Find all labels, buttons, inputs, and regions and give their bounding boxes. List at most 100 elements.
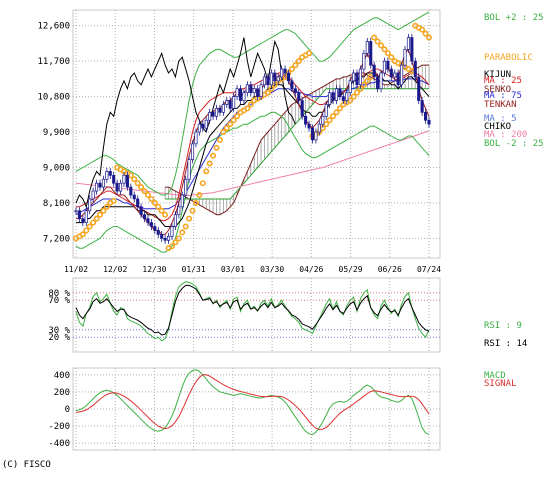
rsi-panel: 80 %70 % 30 %20 % RSI : 9 RSI : 14 <box>48 277 527 353</box>
candle-body <box>232 96 236 109</box>
candle-body <box>259 84 263 97</box>
date-tick-label: 04/26 <box>299 265 323 274</box>
candle-body <box>256 88 260 97</box>
parabolic-dot <box>203 168 210 175</box>
parabolic-dot <box>172 239 179 246</box>
legend-label: BOL -2 : 25 <box>484 139 544 149</box>
candle-body <box>297 92 301 101</box>
parabolic-dot <box>288 66 295 73</box>
candle-body <box>81 218 85 223</box>
candle-body <box>194 131 198 145</box>
candle-body <box>310 127 315 141</box>
candle-body <box>365 41 369 54</box>
candle-body <box>88 198 92 212</box>
parabolic-dot <box>371 34 378 41</box>
candle-body <box>413 60 417 78</box>
candle-body <box>403 49 407 66</box>
parabolic-dot <box>323 121 330 128</box>
candle-body <box>396 72 400 86</box>
parabolic-dot <box>354 89 361 96</box>
parabolic-dot <box>230 117 237 124</box>
legend-label: MA : 75 <box>484 91 522 101</box>
candle-body <box>149 222 153 227</box>
candle-body <box>321 115 325 125</box>
candle-body <box>242 92 246 101</box>
parabolic-dot <box>220 129 227 136</box>
date-tick-label: 05/29 <box>339 265 363 274</box>
price-tick-label: 11,700 <box>37 57 70 67</box>
candle-body <box>125 174 129 188</box>
parabolic-dot <box>227 121 234 128</box>
bol-upper-line <box>75 11 430 196</box>
candle-body <box>262 76 267 86</box>
parabolic-dot <box>210 152 217 159</box>
candle-body <box>406 37 410 50</box>
candle-body <box>417 76 421 101</box>
legend-label: KIJUN <box>484 70 511 80</box>
parabolic-dot <box>216 136 223 143</box>
parabolic-dot <box>83 227 90 234</box>
candle-body <box>238 88 243 101</box>
parabolic-dot <box>247 101 254 108</box>
parabolic-dot <box>175 235 182 242</box>
candle-body <box>358 68 363 86</box>
rsi-tick-label: 70 % <box>48 296 70 306</box>
price-tick-label: 10,800 <box>37 93 70 103</box>
parabolic-dot <box>192 199 199 206</box>
parabolic-dot <box>141 188 148 195</box>
parabolic-dot <box>100 207 107 214</box>
candle-body <box>153 226 157 231</box>
date-tick-label: 12/30 <box>142 265 166 274</box>
legend-label: BOL +2 : 25 <box>484 13 544 23</box>
parabolic-dot <box>196 192 203 199</box>
candle-body <box>112 174 116 184</box>
candle-body <box>173 214 177 227</box>
price-frame <box>72 9 441 259</box>
parabolic-dot <box>292 62 299 69</box>
candle-body <box>266 76 270 86</box>
parabolic-dot <box>144 192 151 199</box>
legend-label: CHIKO <box>484 122 511 132</box>
candle-body <box>376 76 380 90</box>
candle-body <box>386 60 390 70</box>
candle-body <box>84 210 88 223</box>
parabolic-dot <box>179 229 186 236</box>
candle-body <box>77 210 81 219</box>
candle-body <box>283 68 287 74</box>
date-tick-label: 03/01 <box>221 265 245 274</box>
parabolic-dot <box>155 203 162 210</box>
macd-tick-label: 0 <box>65 405 70 415</box>
rsi-tick-label: 80 % <box>48 289 70 299</box>
parabolic-dot <box>138 184 145 191</box>
parabolic-dot <box>295 58 302 65</box>
parabolic-dot <box>381 46 388 53</box>
rsi14-line <box>75 284 430 336</box>
price-tick-label: 9,900 <box>43 128 70 138</box>
date-tick-label: 12/02 <box>103 265 127 274</box>
parabolic-dot <box>110 197 117 204</box>
parabolic-dot <box>264 89 271 96</box>
parabolic-dot <box>336 105 343 112</box>
parabolic-dot <box>244 105 251 112</box>
candle-body <box>352 72 356 82</box>
candle-body <box>142 214 147 219</box>
macd-tick-label: 400 <box>54 371 70 381</box>
macd-tick-label: 200 <box>54 388 70 398</box>
candle-body <box>355 72 359 86</box>
parabolic-dot <box>374 38 381 45</box>
candle-body <box>74 210 78 213</box>
parabolic-dot <box>96 211 103 218</box>
parabolic-dot <box>213 144 220 151</box>
candle-body <box>190 143 195 160</box>
parabolic-dot <box>90 219 97 226</box>
candle-body <box>221 104 225 113</box>
parabolic-dot <box>158 207 165 214</box>
rsi-tick-label: 20 % <box>48 333 70 343</box>
candle-body <box>249 84 253 94</box>
parabolic-dot <box>134 180 141 187</box>
candle-body <box>389 68 393 78</box>
candle-body <box>204 119 208 129</box>
candle-body <box>362 52 366 70</box>
